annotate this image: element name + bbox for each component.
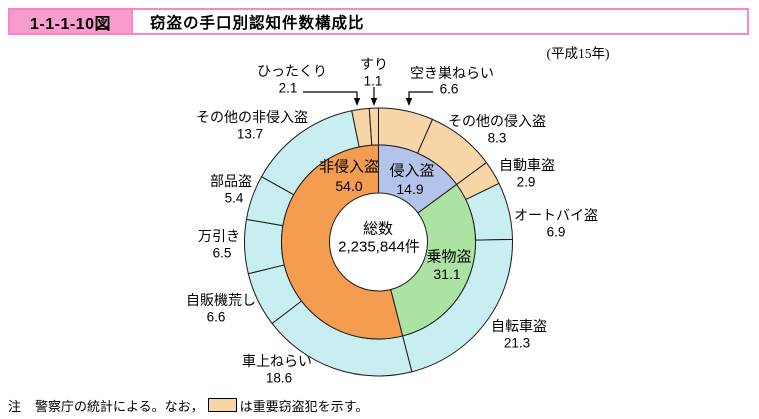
outer-value-10: 2.1 — [279, 81, 298, 96]
footnote-marker: 注 — [8, 399, 22, 414]
outer-label-4: 自転車盗 — [491, 318, 547, 334]
outer-value-6: 6.6 — [207, 310, 226, 325]
outer-label-0: 空き巣ねらい — [410, 65, 494, 81]
outer-label-5: 車上ねらい — [242, 353, 312, 369]
outer-label-10: ひったくり — [257, 63, 327, 79]
inner-value-2: 54.0 — [335, 178, 362, 194]
outer-label-11: すり — [360, 56, 388, 72]
outer-value-9: 13.7 — [237, 127, 263, 142]
center-total-value: 2,235,844件 — [338, 239, 420, 256]
leader-arrowhead-icon-2 — [405, 98, 413, 106]
inner-label-1: 乗物盗 — [426, 249, 471, 266]
inner-label-0: 侵入盗 — [389, 163, 434, 180]
outer-label-6: 自販機荒し — [186, 292, 256, 308]
important-theft-swatch-icon — [207, 398, 237, 412]
outer-value-3: 6.9 — [547, 225, 566, 240]
year-label: (平成15年) — [546, 46, 610, 61]
figure-number-badge: 1-1-1-10図 — [10, 10, 133, 33]
outer-value-0: 6.6 — [440, 82, 459, 97]
footnote-text: 警察庁の統計による。なお， — [35, 399, 204, 414]
outer-label-8: 部品盗 — [210, 173, 252, 189]
outer-value-4: 21.3 — [504, 336, 530, 351]
outer-value-8: 5.4 — [225, 191, 244, 206]
inner-segment-2 — [281, 144, 404, 340]
figure-title: 窃盗の手口別認知件数構成比 — [150, 14, 365, 32]
outer-value-5: 18.6 — [266, 371, 292, 386]
inner-value-0: 14.9 — [396, 181, 423, 197]
outer-label-9: その他の非侵入盗 — [196, 109, 308, 125]
leader-line-0 — [303, 91, 358, 99]
outer-value-11: 1.1 — [364, 74, 383, 89]
inner-value-1: 31.1 — [433, 266, 460, 282]
outer-value-7: 6.5 — [213, 246, 232, 261]
outer-label-2: 自動車盗 — [499, 157, 555, 173]
outer-label-1: その他の侵入盗 — [448, 113, 546, 129]
figure-header: 1-1-1-10図 窃盗の手口別認知件数構成比 — [8, 8, 749, 35]
inner-label-2: 非侵入盗 — [319, 159, 379, 176]
outer-value-2: 2.9 — [517, 175, 536, 190]
leader-arrowhead-icon-1 — [370, 98, 378, 106]
outer-value-1: 8.3 — [488, 131, 507, 146]
outer-segment-7 — [244, 218, 285, 275]
leader-line-2 — [408, 91, 433, 99]
leader-arrowhead-icon-0 — [353, 98, 361, 106]
center-total-label: 総数 — [363, 221, 393, 238]
outer-label-7: 万引き — [198, 228, 240, 244]
footnote-text-suffix: は重要窃盗犯を示す。 — [239, 399, 369, 414]
outer-label-3: オートバイ盗 — [514, 207, 598, 223]
inner-segment-1 — [390, 183, 476, 337]
footnote: 注警察庁の統計による。なお， は重要窃盗犯を示す。 — [8, 396, 368, 415]
